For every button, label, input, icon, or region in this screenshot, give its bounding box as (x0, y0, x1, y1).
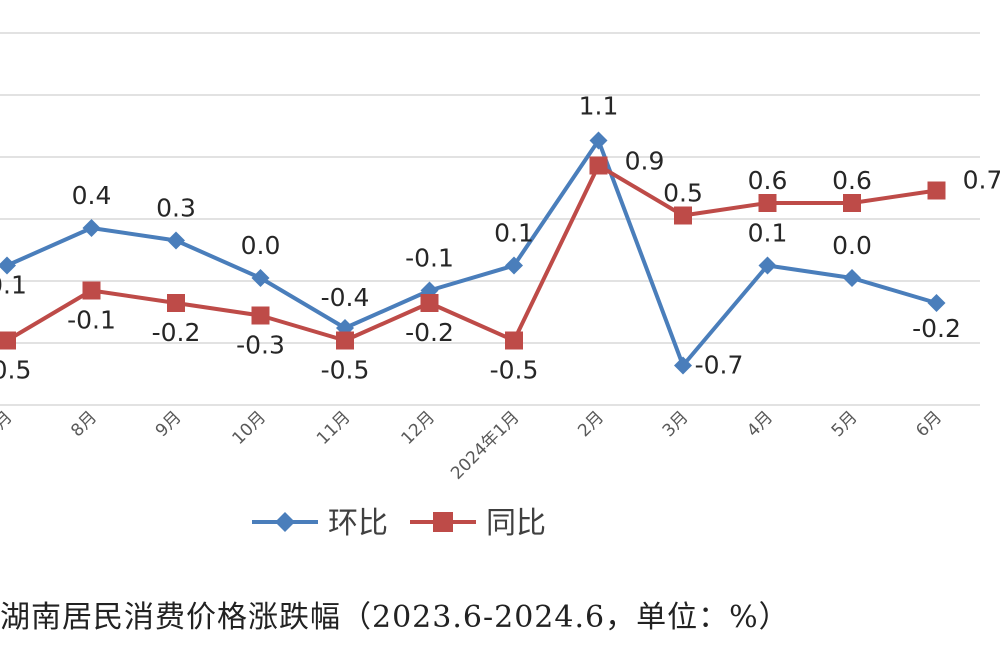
series-line-tongbi (5, 163, 937, 343)
data-point-tongbi (843, 194, 861, 212)
data-point-tongbi (251, 306, 270, 325)
data-label-tongbi: 0.6 (832, 166, 872, 195)
data-point-huanbi (0, 256, 16, 275)
legend-marker-tongbi (433, 512, 453, 532)
x-tick-label: 12月 (398, 407, 439, 448)
x-tick-label: 8月 (67, 407, 101, 441)
data-label-tongbi: -0.5 (321, 356, 370, 385)
data-point-huanbi (505, 256, 523, 275)
x-tick-label: 5月 (828, 407, 862, 441)
data-point-tongbi (589, 156, 608, 175)
data-point-tongbi (674, 206, 692, 225)
data-label-tongbi: -0.2 (152, 318, 201, 347)
data-label-huanbi: 0.0 (832, 231, 872, 260)
data-point-tongbi (82, 281, 101, 300)
data-label-tongbi: -0.2 (405, 318, 454, 347)
legend-marker-huanbi (275, 512, 295, 532)
series-line-huanbi (6, 138, 938, 368)
data-point-huanbi (674, 356, 692, 375)
data-label-huanbi: 0.1 (494, 219, 534, 248)
data-label-huanbi: -0.2 (912, 314, 961, 343)
data-point-tongbi (0, 331, 16, 350)
x-tick-label: 9月 (152, 407, 186, 441)
data-label-huanbi: 0.0 (241, 231, 281, 260)
data-label-huanbi: 1.1 (579, 92, 619, 121)
legend-label-huanbi: 环比 (328, 506, 388, 541)
data-point-tongbi (420, 294, 439, 312)
data-label-tongbi: 0.9 (625, 147, 665, 176)
data-point-tongbi (758, 194, 777, 212)
x-tick-label: 4月 (743, 407, 777, 441)
data-point-tongbi (505, 331, 523, 350)
data-point-huanbi (843, 269, 861, 287)
x-tick-label: 2月 (574, 407, 608, 441)
x-tick-label: 7月 (0, 407, 17, 441)
data-point-tongbi (336, 331, 354, 350)
data-label-tongbi: 0.6 (748, 166, 788, 195)
data-label-tongbi: -0.5 (0, 356, 31, 385)
data-point-huanbi (927, 294, 946, 312)
x-tick-label: 10月 (229, 407, 270, 448)
data-label-huanbi: -0.4 (321, 283, 370, 312)
x-tick-label: 11月 (313, 407, 354, 448)
data-label-tongbi: 0.7 (963, 166, 1000, 195)
data-label-huanbi: 0.4 (72, 181, 112, 210)
x-tick-label: 2024年1月 (447, 407, 523, 483)
data-point-huanbi (589, 131, 608, 150)
legend-label-tongbi: 同比 (486, 506, 546, 541)
data-point-huanbi (251, 269, 270, 287)
data-point-tongbi (927, 181, 946, 200)
data-label-tongbi: -0.1 (67, 306, 116, 335)
data-label-huanbi: -0.7 (695, 351, 744, 380)
x-tick-label: 6月 (912, 407, 946, 441)
data-point-tongbi (167, 294, 185, 312)
data-point-huanbi (167, 231, 185, 250)
data-label-huanbi: 0.3 (156, 194, 196, 223)
data-label-huanbi: -0.1 (405, 244, 454, 273)
x-tick-label: 3月 (659, 407, 693, 441)
data-label-huanbi: 0.1 (0, 271, 27, 300)
data-point-huanbi (82, 219, 101, 237)
data-label-tongbi: 0.5 (663, 179, 703, 208)
data-label-tongbi: -0.3 (236, 331, 285, 360)
data-label-tongbi: -0.5 (490, 356, 539, 385)
chart-caption: 湖南居民消费价格涨跌幅（2023.6-2024.6，单位：%） (0, 600, 790, 635)
data-point-huanbi (758, 256, 777, 275)
data-label-huanbi: 0.1 (748, 219, 788, 248)
